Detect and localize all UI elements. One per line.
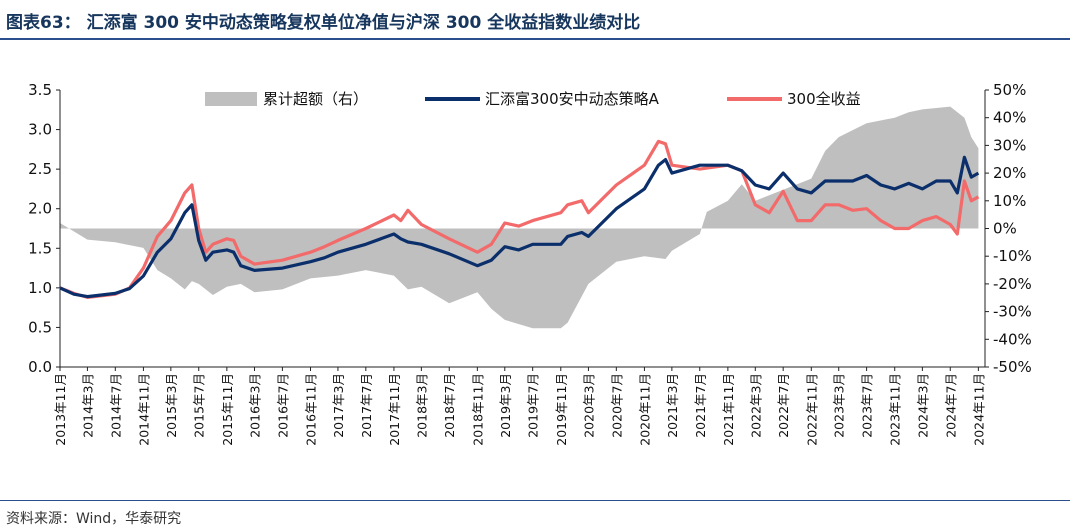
y-tick-label: 2.5 (28, 160, 52, 178)
x-tick-label: 2023年3月 (832, 373, 847, 438)
x-tick-label: 2017年11月 (387, 373, 402, 446)
y2-tick-label: -20% (993, 275, 1032, 293)
x-tick-label: 2016年7月 (275, 373, 290, 438)
y-tick-label: 3.5 (28, 81, 52, 99)
title-bar: 图表63： 汇添富 300 安中动态策略复权单位净值与沪深 300 全收益指数业… (0, 0, 1080, 40)
x-tick-label: 2013年11月 (53, 373, 68, 446)
y-tick-label: 2.0 (28, 200, 52, 218)
x-tick-label: 2015年7月 (192, 373, 207, 438)
x-tick-label: 2019年11月 (554, 373, 569, 446)
x-tick-label: 2022年3月 (748, 373, 763, 438)
legend-swatch-excess (205, 92, 257, 106)
source-note: 资料来源：Wind，华泰研究 (6, 511, 182, 527)
y-tick-label: 1.0 (28, 279, 52, 297)
x-tick-label: 2017年7月 (359, 373, 374, 438)
x-tick-label: 2019年3月 (498, 373, 513, 438)
y-tick-label: 3.0 (28, 121, 52, 139)
x-tick-label: 2023年11月 (888, 373, 903, 446)
x-tick-label: 2014年7月 (108, 373, 123, 438)
x-tick-label: 2014年11月 (136, 373, 151, 446)
legend: 累计超额（右） 汇添富300安中动态策略A 300全收益 (205, 90, 861, 108)
x-tick-label: 2021年7月 (693, 373, 708, 438)
y-tick-label: 0.5 (28, 318, 52, 336)
y-tick-label: 1.5 (28, 239, 52, 257)
y2-tick-label: -40% (993, 330, 1032, 348)
x-tick-label: 2022年7月 (776, 373, 791, 438)
x-tick-label: 2024年7月 (943, 373, 958, 438)
x-tick-label: 2023年7月 (860, 373, 875, 438)
chart-title: 图表63： 汇添富 300 安中动态策略复权单位净值与沪深 300 全收益指数业… (6, 13, 641, 33)
x-tick-label: 2016年3月 (248, 373, 263, 438)
y2-tick-label: 0% (993, 220, 1017, 238)
x-tick-label: 2016年11月 (304, 373, 319, 446)
index-line (59, 139, 980, 299)
x-tick-label: 2024年3月 (915, 373, 930, 438)
y2-tick-label: 40% (993, 109, 1026, 127)
series-lines-layer (59, 139, 980, 299)
legend-label-fund: 汇添富300安中动态策略A (485, 90, 660, 108)
excess-area-layer (60, 106, 979, 329)
x-tick-label: 2021年3月 (665, 373, 680, 438)
x-tick-label: 2017年3月 (331, 373, 346, 438)
y-tick-label: 0.0 (28, 358, 52, 376)
x-tick-label: 2015年3月 (164, 373, 179, 438)
legend-label-index: 300全收益 (787, 90, 861, 108)
legend-label-excess: 累计超额（右） (263, 90, 368, 108)
x-tick-label: 2018年7月 (442, 373, 457, 438)
axes-layer: 0.0 0.5 1.0 1.5 2.0 2.5 3.0 3.5 -50% -40% -30% -20%… (28, 81, 1032, 446)
excess-area (60, 106, 979, 329)
x-tick-label: 2019年7月 (526, 373, 541, 438)
x-tick-label: 2020年11月 (637, 373, 652, 446)
x-tick-label: 2021年11月 (721, 373, 736, 446)
x-tick-label: 2020年7月 (609, 373, 624, 438)
x-tick-label: 2015年11月 (220, 373, 235, 446)
y2-tick-label: 20% (993, 164, 1026, 182)
top-rule (0, 38, 1070, 40)
y2-tick-label: -50% (993, 358, 1032, 376)
y2-tick-label: 10% (993, 192, 1026, 210)
x-tick-label: 2022年11月 (804, 373, 819, 446)
x-tick-label: 2024年11月 (971, 373, 986, 446)
chart: 0.0 0.5 1.0 1.5 2.0 2.5 3.0 3.5 -50% -40% -30% -20%… (28, 81, 1032, 446)
bottom-rule (0, 500, 1070, 501)
y2-tick-label: 30% (993, 136, 1026, 154)
fund-line (59, 155, 980, 299)
x-tick-label: 2018年3月 (414, 373, 429, 438)
y2-tick-label: 50% (993, 81, 1026, 99)
x-tick-label: 2018年11月 (470, 373, 485, 446)
x-tick-label: 2014年3月 (80, 373, 95, 438)
x-tick-label: 2020年3月 (581, 373, 596, 438)
y2-tick-label: -30% (993, 303, 1032, 321)
y2-tick-label: -10% (993, 247, 1032, 265)
